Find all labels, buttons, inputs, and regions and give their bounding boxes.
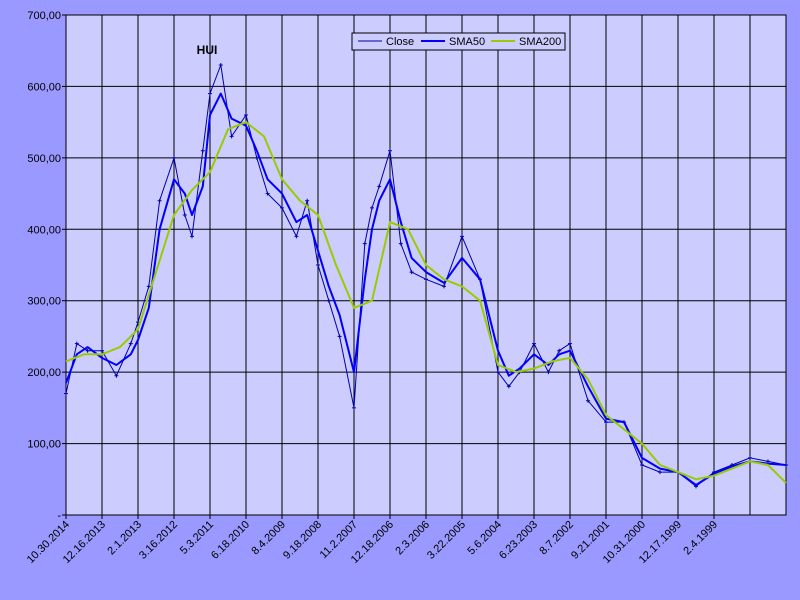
close-point bbox=[409, 270, 414, 275]
series-layer bbox=[64, 63, 788, 489]
close-point bbox=[352, 405, 356, 410]
close-point bbox=[172, 155, 176, 160]
y-tick-label: 100,00 bbox=[27, 439, 61, 451]
y-tick-label: 500,00 bbox=[27, 153, 61, 165]
close-point bbox=[190, 234, 194, 239]
close-point bbox=[326, 298, 331, 303]
close-point bbox=[546, 370, 551, 375]
close-point bbox=[748, 455, 752, 460]
close-point bbox=[265, 191, 270, 196]
close-point bbox=[604, 420, 608, 425]
close-point bbox=[377, 184, 382, 189]
close-point bbox=[294, 234, 299, 239]
close-point bbox=[74, 341, 79, 346]
legend-sma200-label: SMA200 bbox=[519, 36, 561, 48]
close-point bbox=[424, 277, 428, 282]
y-tick-label: 700,00 bbox=[27, 10, 61, 22]
close-point bbox=[557, 348, 562, 353]
chart-title: HUI bbox=[197, 43, 218, 57]
close-point bbox=[362, 241, 367, 246]
series-line-sma200 bbox=[65, 121, 787, 484]
close-point bbox=[182, 213, 187, 217]
legend-box bbox=[351, 32, 566, 51]
close-point bbox=[506, 384, 511, 389]
y-tick-label: 200,00 bbox=[27, 367, 61, 379]
close-point bbox=[85, 348, 90, 353]
close-point bbox=[337, 334, 342, 339]
legend-sma50-label: SMA50 bbox=[449, 36, 485, 48]
close-point bbox=[442, 284, 446, 289]
close-point bbox=[388, 148, 392, 153]
close-point bbox=[280, 205, 284, 210]
close-point bbox=[200, 148, 205, 153]
close-point bbox=[568, 341, 572, 346]
close-point bbox=[370, 205, 374, 210]
close-point bbox=[254, 155, 259, 160]
y-tick-label: - bbox=[57, 510, 61, 522]
close-point bbox=[64, 391, 68, 396]
close-point bbox=[218, 63, 223, 67]
close-point bbox=[496, 370, 500, 375]
y-tick-label: 300,00 bbox=[27, 296, 61, 308]
close-point bbox=[640, 463, 644, 467]
close-point bbox=[532, 341, 536, 346]
close-point bbox=[229, 134, 234, 139]
close-point bbox=[460, 234, 464, 239]
legend-close-label: Close bbox=[386, 36, 414, 48]
y-tick-label: 400,00 bbox=[27, 224, 61, 236]
close-point bbox=[157, 198, 162, 203]
close-point bbox=[208, 91, 212, 96]
close-point bbox=[305, 198, 310, 203]
y-axis-ticks: - 100,00 200,00 300,00 400,00 500,00 600,00 700… bbox=[27, 10, 66, 522]
close-point bbox=[658, 470, 662, 475]
close-point bbox=[128, 341, 133, 346]
close-point bbox=[586, 398, 590, 403]
close-point bbox=[146, 284, 151, 289]
close-point bbox=[100, 348, 104, 353]
close-point bbox=[398, 241, 403, 246]
legend: Close SMA50 SMA200 bbox=[351, 32, 566, 51]
close-point bbox=[316, 263, 320, 267]
y-tick-label: 600,00 bbox=[27, 81, 61, 93]
close-point bbox=[114, 373, 119, 378]
close-point bbox=[244, 113, 248, 117]
series-line-sma50 bbox=[65, 92, 787, 486]
